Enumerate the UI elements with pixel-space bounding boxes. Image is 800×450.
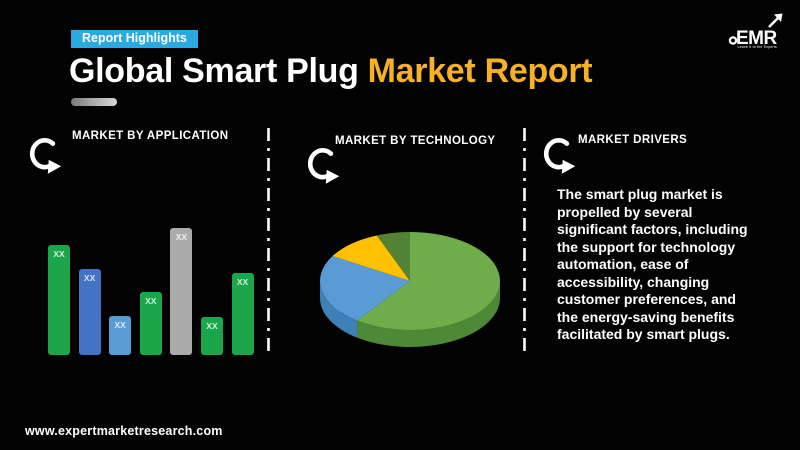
pie-slice-4 bbox=[376, 232, 410, 281]
bar-6: XX bbox=[200, 317, 223, 355]
curved-arrow-icon bbox=[543, 138, 576, 174]
footer-website-link[interactable]: www.expertmarketresearch.com bbox=[25, 424, 223, 438]
bar-2: XX bbox=[78, 269, 101, 355]
section-heading-application: MARKET BY APPLICATION bbox=[72, 130, 229, 142]
bar-3: XX bbox=[109, 316, 132, 355]
section-heading-drivers: MARKET DRIVERS bbox=[578, 134, 688, 146]
bar-value-label: XX bbox=[206, 321, 218, 331]
pie-slice-3 bbox=[332, 235, 410, 281]
pie-slice-2 bbox=[320, 256, 410, 321]
page-title-main: Global Smart Plug bbox=[69, 52, 359, 90]
curved-arrow-icon bbox=[307, 148, 340, 184]
emr-logo: EMR Leave it to the Experts bbox=[728, 13, 783, 49]
pie-slice-side-2 bbox=[320, 281, 358, 338]
market-drivers-paragraph: The smart plug market is propelled by se… bbox=[557, 186, 748, 342]
bar-5: XX bbox=[170, 228, 193, 355]
emr-logo-arrow-icon bbox=[768, 17, 779, 28]
page-title-accent: Market Report bbox=[367, 52, 593, 90]
pie-slice-side-1 bbox=[357, 281, 500, 347]
bar-chart: XX XX XX XX XX XX XX bbox=[48, 226, 258, 355]
pie-slice-1 bbox=[357, 232, 501, 330]
bar-value-label: XX bbox=[236, 277, 249, 287]
bar-value-label: XX bbox=[145, 296, 157, 306]
curved-arrow-icon bbox=[29, 138, 62, 174]
bar-value-label: XX bbox=[53, 249, 65, 259]
pie-chart-svg bbox=[320, 232, 501, 347]
emr-logo-text: EMR bbox=[736, 28, 778, 49]
bar-value-label: XX bbox=[114, 320, 126, 330]
section-heading-technology: MARKET BY TECHNOLOGY bbox=[335, 135, 496, 147]
title-underline-pill bbox=[71, 98, 117, 106]
emr-logo-tagline: Leave it to the Experts bbox=[738, 45, 778, 49]
report-highlights-badge: Report Highlights bbox=[71, 30, 198, 48]
emr-logo-ring-icon bbox=[728, 36, 738, 45]
bar-4: XX bbox=[139, 292, 162, 355]
emr-logo-arrowhead-icon bbox=[774, 13, 783, 22]
bar-value-label: XX bbox=[83, 273, 96, 283]
page-title: Global Smart Plug Market Report bbox=[69, 52, 593, 91]
bar-7: XX bbox=[231, 273, 254, 355]
bar-value-label: XX bbox=[175, 232, 188, 242]
bar-1: XX bbox=[48, 245, 70, 355]
